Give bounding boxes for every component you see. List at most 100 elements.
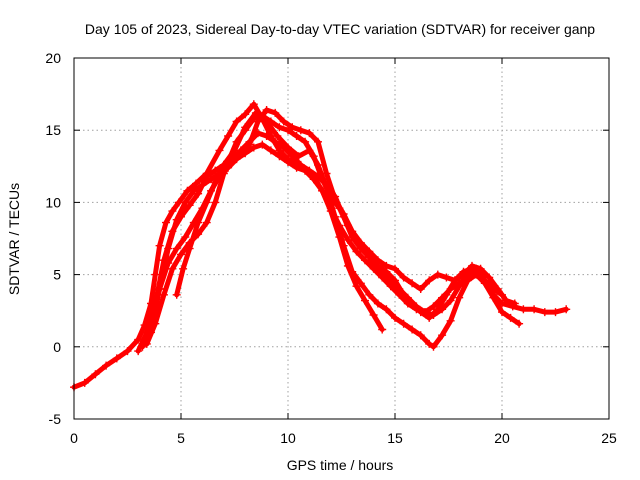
- data-point: [292, 132, 301, 140]
- data-point: [425, 276, 434, 285]
- data-point: [425, 339, 434, 348]
- x-tick-label: 20: [494, 430, 510, 446]
- series-pass-5: [147, 140, 506, 337]
- data-point: [266, 146, 275, 155]
- data-point: [198, 181, 207, 190]
- data-point: [412, 305, 421, 314]
- data-point: [365, 247, 374, 256]
- data-point: [540, 308, 549, 317]
- data-point: [476, 273, 485, 282]
- data-point: [510, 299, 519, 308]
- data-point: [155, 285, 164, 293]
- data-point: [147, 328, 155, 337]
- series-line: [144, 130, 518, 347]
- data-point: [162, 218, 170, 227]
- data-point: [382, 305, 391, 314]
- y-tick-label: -5: [49, 411, 62, 427]
- data-point: [348, 227, 357, 236]
- data-point: [142, 339, 151, 348]
- series-line: [71, 101, 385, 390]
- data-point: [228, 152, 237, 161]
- x-tick-label: 10: [280, 430, 296, 446]
- data-point: [331, 195, 340, 204]
- data-point: [224, 132, 233, 140]
- data-point: [391, 313, 399, 322]
- data-point: [309, 152, 318, 161]
- data-point: [489, 293, 498, 302]
- data-point: [271, 108, 280, 117]
- data-point: [288, 123, 297, 132]
- data-point: [102, 361, 111, 370]
- data-point: [425, 313, 434, 322]
- data-point: [258, 140, 267, 149]
- data-point: [391, 276, 399, 285]
- data-point: [489, 285, 498, 293]
- data-point: [179, 264, 188, 273]
- chart-title: Day 105 of 2023, Sidereal Day-to-day VTE…: [85, 21, 595, 37]
- data-point: [446, 285, 455, 293]
- data-point: [408, 325, 417, 334]
- data-point: [202, 218, 211, 227]
- data-point: [438, 331, 447, 340]
- data-point: [232, 137, 241, 146]
- data-point: [168, 264, 177, 273]
- data-point: [442, 273, 451, 282]
- data-traces: [70, 100, 571, 392]
- data-point: [164, 244, 173, 253]
- data-point: [480, 276, 489, 285]
- data-point: [339, 210, 348, 218]
- data-point: [348, 267, 357, 276]
- data-point: [181, 198, 190, 207]
- data-point: [322, 169, 331, 178]
- data-point: [301, 166, 310, 175]
- data-point: [416, 285, 425, 293]
- data-point: [241, 110, 250, 119]
- data-point: [373, 256, 382, 265]
- data-point: [279, 117, 288, 126]
- data-point: [80, 378, 89, 387]
- data-point: [361, 296, 369, 305]
- y-tick-label: 20: [45, 50, 61, 66]
- data-point: [318, 186, 327, 195]
- data-point: [356, 238, 365, 247]
- data-point: [369, 264, 378, 273]
- data-point: [335, 221, 344, 230]
- x-axis-label: GPS time / hours: [287, 457, 394, 473]
- data-point: [399, 273, 408, 282]
- data-point: [421, 308, 429, 317]
- data-point: [438, 293, 447, 302]
- data-point: [249, 114, 258, 123]
- data-point: [459, 267, 468, 276]
- data-point: [224, 163, 233, 172]
- data-point: [395, 290, 404, 299]
- data-point: [382, 261, 391, 270]
- data-point: [450, 276, 459, 285]
- data-point: [211, 198, 220, 207]
- data-point: [386, 282, 395, 291]
- data-point: [399, 319, 408, 328]
- data-point: [530, 305, 539, 314]
- data-point: [433, 305, 442, 314]
- data-point: [288, 152, 297, 161]
- data-point: [506, 313, 515, 322]
- data-point: [356, 279, 365, 288]
- data-point: [502, 296, 511, 305]
- x-tick-label: 25: [601, 430, 617, 446]
- data-point: [301, 137, 310, 146]
- data-point: [275, 123, 284, 132]
- data-point: [232, 117, 241, 126]
- data-point: [498, 308, 506, 317]
- y-axis-label: SDTVAR / TECUs: [6, 183, 22, 295]
- data-point: [416, 331, 425, 340]
- data-point: [463, 273, 472, 282]
- data-point: [271, 137, 280, 146]
- data-point: [241, 126, 250, 135]
- data-point: [562, 305, 571, 314]
- series-pass-1: [70, 100, 387, 392]
- data-point: [202, 198, 211, 207]
- data-point: [194, 218, 203, 227]
- data-point: [352, 282, 361, 291]
- data-point: [262, 106, 271, 114]
- data-point: [266, 117, 275, 126]
